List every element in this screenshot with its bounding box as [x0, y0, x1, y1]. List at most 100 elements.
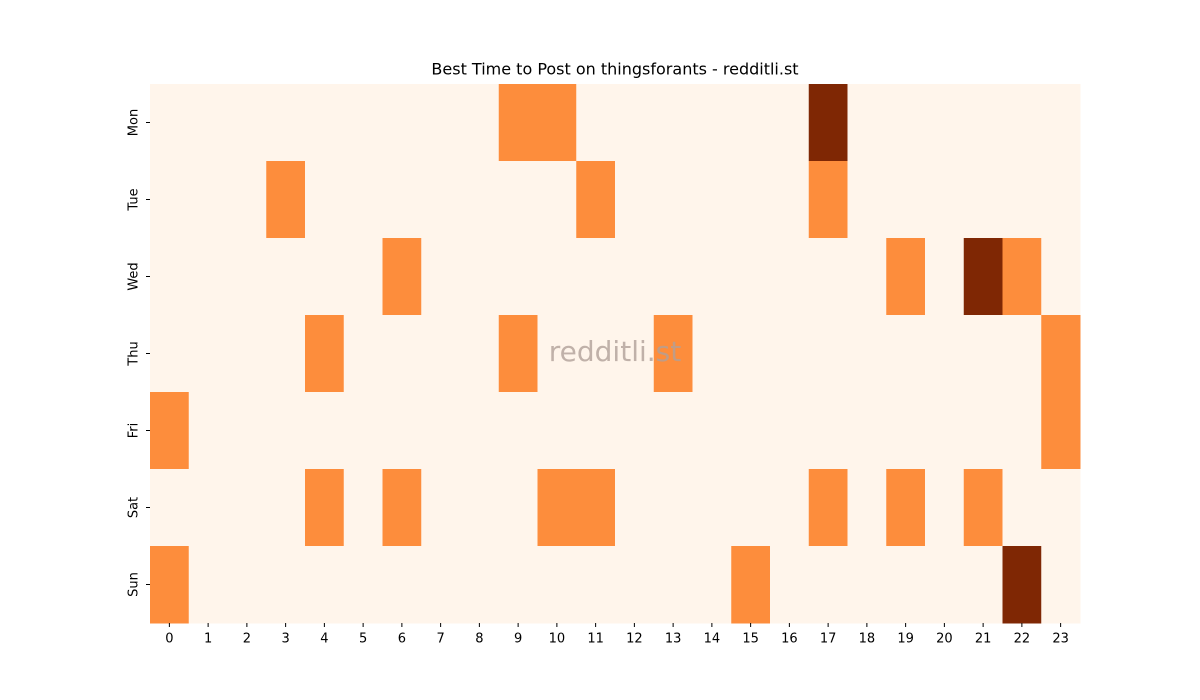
x-tick-label: 21 — [975, 632, 992, 647]
cell — [925, 84, 965, 162]
cell — [731, 315, 771, 393]
cell — [266, 392, 306, 470]
cell — [1041, 238, 1081, 316]
cell — [460, 469, 500, 547]
cell — [227, 546, 267, 624]
cell — [305, 84, 345, 162]
x-tick-label: 10 — [549, 632, 566, 647]
cell — [537, 315, 577, 393]
cell — [1041, 161, 1081, 239]
cell — [188, 161, 228, 239]
x-tick-label: 20 — [936, 632, 953, 647]
x-tick-label: 2 — [243, 632, 251, 647]
cell — [615, 84, 655, 162]
cell — [421, 161, 461, 239]
cell — [886, 238, 926, 316]
cell — [1002, 84, 1042, 162]
y-tick-label: Fri — [127, 423, 142, 439]
cell — [305, 315, 345, 393]
cell — [653, 84, 693, 162]
y-tick-label: Wed — [127, 262, 142, 290]
cell — [421, 315, 461, 393]
x-tick-label: 23 — [1052, 632, 1069, 647]
x-tick-label: 3 — [281, 632, 289, 647]
cell — [382, 315, 422, 393]
cell — [150, 161, 190, 239]
cell — [886, 161, 926, 239]
cell — [576, 315, 616, 393]
cell — [925, 546, 965, 624]
x-tick-label: 8 — [475, 632, 483, 647]
cell — [382, 392, 422, 470]
cell — [343, 161, 383, 239]
cell — [382, 546, 422, 624]
cell — [615, 392, 655, 470]
cell — [305, 238, 345, 316]
watermark: redditli.st — [549, 335, 681, 368]
cell — [266, 238, 306, 316]
cell — [421, 392, 461, 470]
cell — [731, 84, 771, 162]
cell — [576, 238, 616, 316]
cell — [188, 469, 228, 547]
cell — [382, 161, 422, 239]
cell — [421, 546, 461, 624]
cell — [537, 238, 577, 316]
cell — [963, 161, 1003, 239]
x-tick-label: 1 — [204, 632, 212, 647]
cell — [808, 161, 848, 239]
cell — [925, 392, 965, 470]
cell — [460, 392, 500, 470]
chart-title: Best Time to Post on thingsforants - red… — [431, 60, 798, 79]
cell — [498, 469, 538, 547]
cell — [653, 315, 693, 393]
cell — [343, 84, 383, 162]
cell — [963, 469, 1003, 547]
cell — [847, 546, 887, 624]
cell — [188, 238, 228, 316]
cell — [227, 392, 267, 470]
cell — [460, 315, 500, 393]
cell — [770, 546, 810, 624]
cell — [808, 392, 848, 470]
cell — [731, 392, 771, 470]
cell — [692, 546, 732, 624]
cell — [808, 238, 848, 316]
cell — [266, 546, 306, 624]
cell — [576, 161, 616, 239]
y-tick-label: Mon — [127, 109, 142, 136]
cell — [498, 84, 538, 162]
x-tick-label: 17 — [820, 632, 837, 647]
cell — [537, 161, 577, 239]
cell — [227, 238, 267, 316]
cell — [188, 546, 228, 624]
cell — [731, 161, 771, 239]
x-tick-label: 12 — [626, 632, 643, 647]
cell — [537, 469, 577, 547]
cell — [150, 84, 190, 162]
cell — [343, 546, 383, 624]
cell — [963, 392, 1003, 470]
cell — [498, 546, 538, 624]
cell — [343, 392, 383, 470]
cell — [150, 238, 190, 316]
cell — [150, 546, 190, 624]
cell — [1041, 546, 1081, 624]
y-tick-label: Tue — [127, 188, 142, 211]
cell — [925, 161, 965, 239]
x-tick-label: 5 — [359, 632, 367, 647]
cell — [537, 84, 577, 162]
cell — [615, 315, 655, 393]
cell — [692, 469, 732, 547]
cell — [847, 238, 887, 316]
x-tick-label: 19 — [897, 632, 914, 647]
cell — [770, 84, 810, 162]
cell — [615, 161, 655, 239]
cell — [692, 392, 732, 470]
cell — [692, 315, 732, 393]
cell — [266, 315, 306, 393]
cell — [305, 469, 345, 547]
x-tick-label: 14 — [704, 632, 721, 647]
x-tick-label: 22 — [1014, 632, 1031, 647]
